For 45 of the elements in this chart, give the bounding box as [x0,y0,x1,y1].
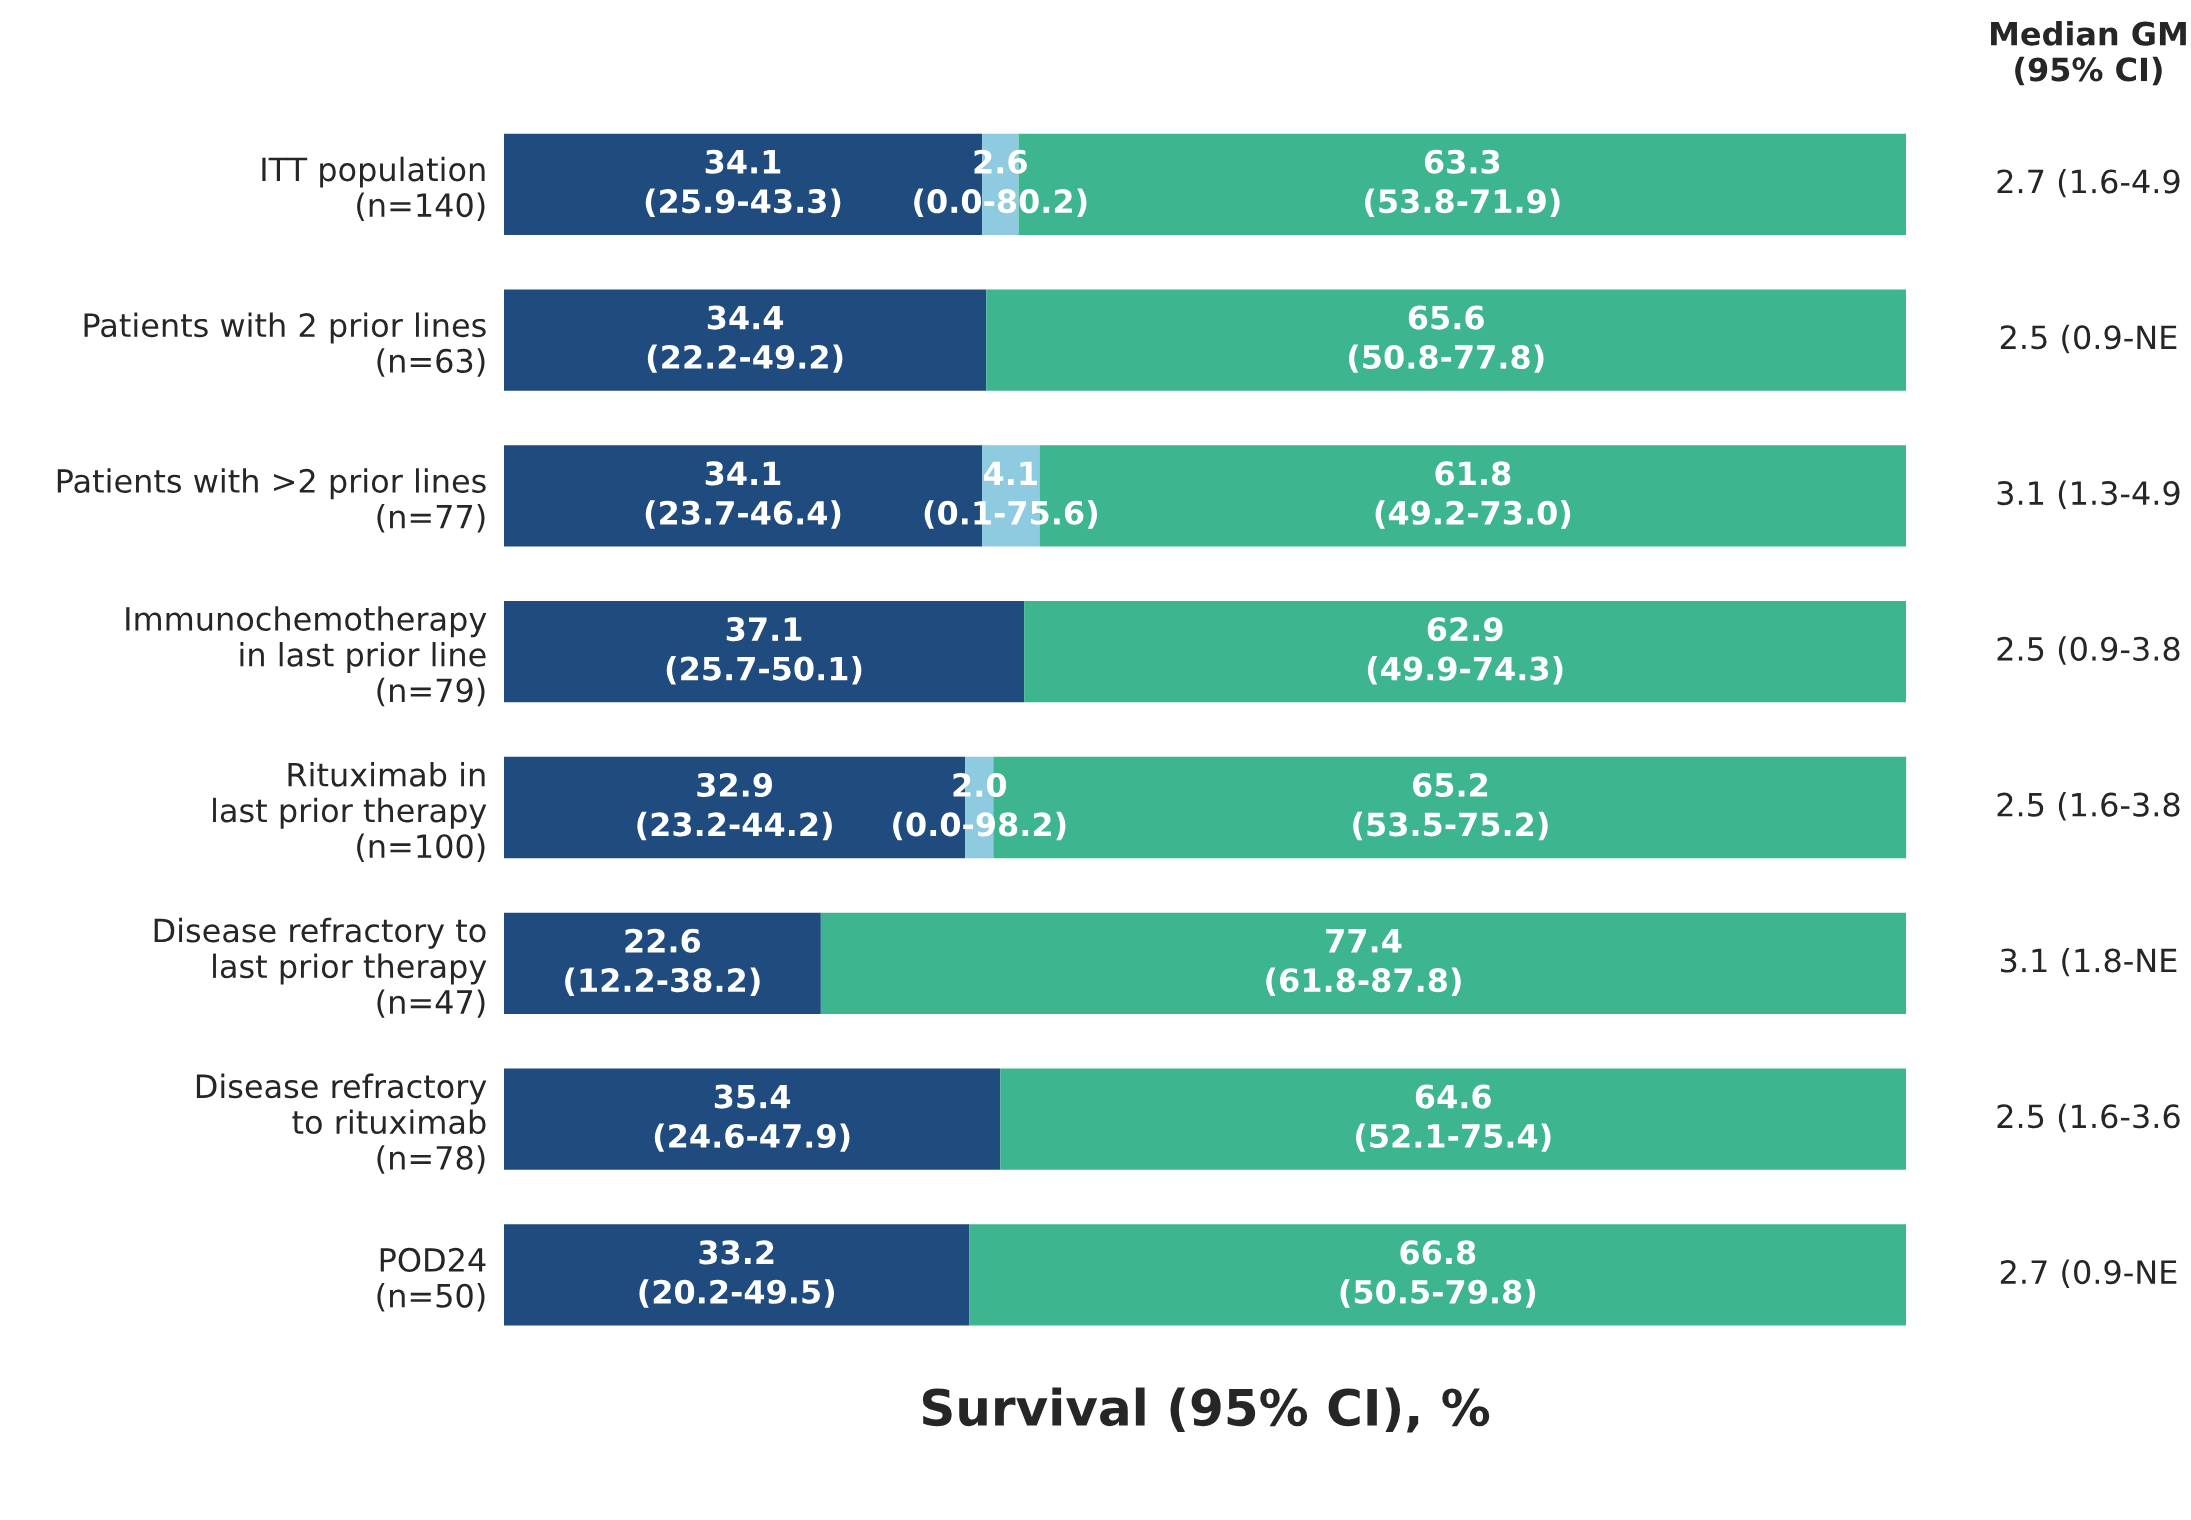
data-label: 32.9 (23.2-44.2) [637,772,832,841]
data-label: 22.6 (12.2-38.2) [565,928,760,997]
data-label: 34.1 (23.7-46.4) [645,461,841,529]
text: 2.5 (1.6-3.6 [1997,1103,2180,1133]
bar [1000,1068,1907,1170]
bar [1024,601,1907,703]
bar [503,1068,1001,1170]
data-label: 77.4 (61.8-87.8) [1266,929,1461,997]
y-tick-label: ITT population (n=140) [262,156,485,221]
data-label: 66.8 (50.5-79.8) [1340,1240,1536,1308]
x-axis-title: Survival (95% CI), % [922,1387,1490,1433]
text: Median GM (95% CI) [1991,21,2186,86]
bar [503,601,1025,703]
data-label: 34.4 (22.2-49.2) [647,305,843,373]
data-label: 65.2 (53.5-75.2) [1353,772,1548,841]
data-label: 34.1 (25.9-43.3) [645,149,841,218]
y-tick-label: Patients with >2 prior lines (n=77) [57,468,486,533]
y-tick-label: Patients with 2 prior lines (n=63) [84,312,486,377]
bar [969,1224,1907,1326]
text: 2.7 (1.6-4.9 [1997,168,2180,198]
bar [503,912,821,1014]
data-label: 35.4 (24.6-47.9) [654,1084,850,1152]
text: 3.1 (1.8-NE [2000,947,2177,977]
y-tick-label: Immunochemotherapy in last prior line (n=79) [126,606,487,707]
data-label: 65.6 (50.8-77.8) [1348,305,1544,373]
text: 2.5 (0.9-3.8 [1997,636,2180,665]
data-label: 64.6 (52.1-75.4) [1355,1084,1551,1152]
y-tick-label: POD24 (n=50) [377,1247,486,1312]
text: 2.7 (0.9-NE [2000,1259,2177,1288]
bar [986,289,1907,391]
data-label: 37.1 (25.7-50.1) [666,617,862,685]
y-tick-label: Rituximab in last prior therapy (n=100) [213,762,487,863]
bar [820,912,1907,1014]
y-tick-label: Disease refractory to rituximab (n=78) [196,1073,487,1174]
data-label: 4.1 (0.1-75.6) [924,461,1098,529]
data-label: 63.3 (53.8-71.9) [1365,149,1560,218]
bar [503,289,987,391]
data-label: 61.8 (49.2-73.0) [1375,461,1571,529]
text: 2.5 (1.6-3.8 [1997,792,2180,821]
text: 2.5 (0.9-NE [2000,324,2177,354]
text: 3.1 (1.3-4.9 [1997,480,2180,509]
y-tick-label: Disease refractory to last prior therapy (n=47) [154,917,487,1018]
bar [503,1224,970,1326]
data-label: 33.2 (20.2-49.5) [639,1240,835,1308]
data-label: 62.9 (49.9-74.3) [1367,617,1563,685]
